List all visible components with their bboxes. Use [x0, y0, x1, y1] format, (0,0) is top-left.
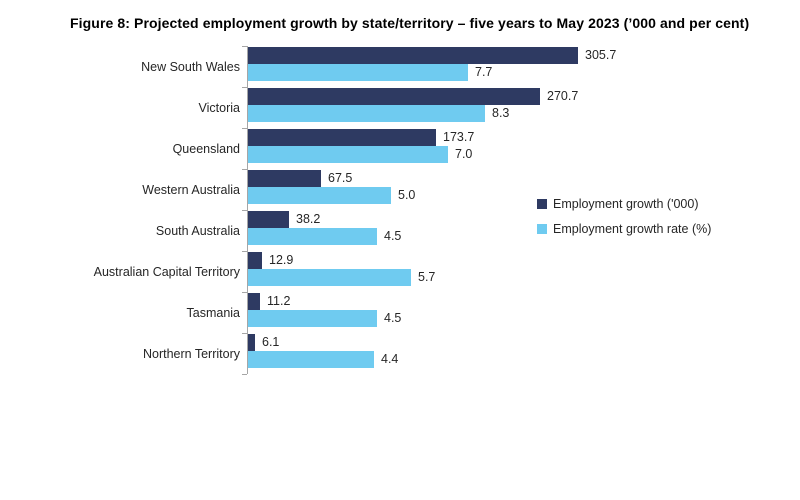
category-label: Tasmania: [186, 305, 241, 320]
bar-employment-growth-rate: [248, 146, 448, 163]
bar-employment-growth-rate: [248, 269, 411, 286]
value-label-growth: 270.7: [547, 89, 579, 103]
axis-tick: [242, 46, 247, 47]
value-label-growth: 173.7: [443, 130, 475, 144]
bar-employment-growth-rate: [248, 351, 374, 368]
y-axis-line: [247, 46, 248, 374]
bar-employment-growth-rate: [248, 64, 468, 81]
bar-employment-growth: [248, 293, 260, 310]
category-label: Queensland: [172, 141, 240, 156]
legend-label: Employment growth rate (%): [553, 222, 712, 236]
bar-employment-growth: [248, 252, 262, 269]
category-label: South Australia: [155, 223, 240, 238]
value-label-growth: 38.2: [296, 212, 321, 226]
legend: Employment growth ('000) Employment growt…: [537, 197, 711, 247]
axis-tick: [242, 374, 247, 375]
bar-employment-growth: [248, 211, 289, 228]
value-label-growth-rate: 4.4: [381, 352, 399, 366]
value-label-growth-rate: 5.0: [398, 188, 416, 202]
value-label-growth-rate: 5.7: [418, 270, 436, 284]
bar-employment-growth: [248, 334, 255, 351]
value-label-growth-rate: 4.5: [384, 229, 402, 243]
value-label-growth: 11.2: [267, 294, 291, 308]
category-label: Western Australia: [142, 182, 240, 197]
legend-swatch: [537, 199, 547, 209]
category-label: New South Wales: [141, 59, 240, 74]
bar-employment-growth-rate: [248, 105, 485, 122]
axis-tick: [242, 169, 247, 170]
axis-tick: [242, 210, 247, 211]
value-label-growth-rate: 4.5: [384, 311, 402, 325]
value-label-growth: 6.1: [262, 335, 280, 349]
bar-employment-growth-rate: [248, 228, 377, 245]
axis-tick: [242, 87, 247, 88]
value-label-growth-rate: 8.3: [492, 106, 510, 120]
legend-item: Employment growth rate (%): [537, 222, 711, 236]
bar-employment-growth-rate: [248, 187, 391, 204]
bar-employment-growth: [248, 88, 540, 105]
axis-tick: [242, 292, 247, 293]
value-label-growth: 305.7: [585, 48, 617, 62]
value-label-growth: 12.9: [269, 253, 294, 267]
axis-tick: [242, 128, 247, 129]
category-label: Australian Capital Territory: [93, 264, 240, 279]
legend-label: Employment growth ('000): [553, 197, 699, 211]
bar-employment-growth: [248, 170, 321, 187]
chart-title: Figure 8: Projected employment growth by…: [70, 15, 750, 31]
value-label-growth-rate: 7.7: [475, 65, 493, 79]
bar-employment-growth: [248, 47, 578, 64]
bar-employment-growth-rate: [248, 310, 377, 327]
value-label-growth-rate: 7.0: [455, 147, 473, 161]
legend-item: Employment growth ('000): [537, 197, 711, 211]
legend-swatch: [537, 224, 547, 234]
value-label-growth: 67.5: [328, 171, 353, 185]
category-label: Victoria: [198, 100, 240, 115]
bar-employment-growth: [248, 129, 436, 146]
axis-tick: [242, 333, 247, 334]
category-label: Northern Territory: [142, 346, 240, 361]
axis-tick: [242, 251, 247, 252]
